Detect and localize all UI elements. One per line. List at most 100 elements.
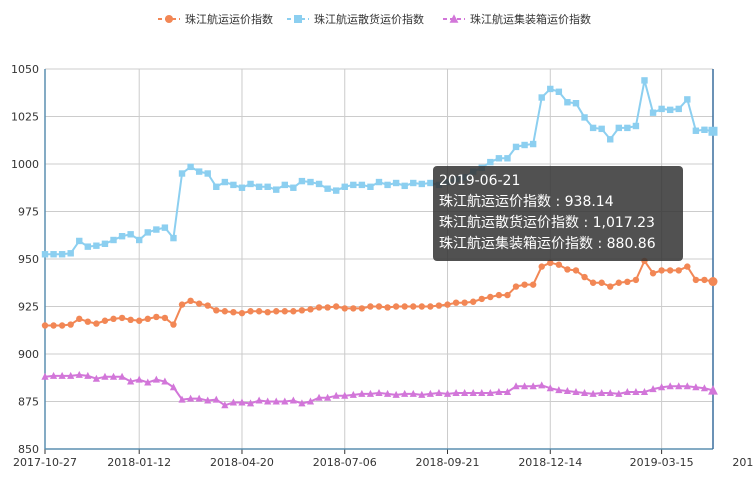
data-point (684, 263, 691, 270)
data-point (178, 395, 186, 403)
data-point (324, 393, 332, 401)
data-point (238, 398, 246, 406)
data-point (290, 308, 297, 315)
data-point (623, 388, 631, 395)
data-point (607, 283, 614, 290)
data-point (349, 390, 357, 398)
data-point (452, 388, 460, 396)
legend-label: 珠江航运集装箱运价指数 (470, 12, 591, 26)
data-point (555, 261, 563, 268)
data-point (341, 183, 348, 190)
data-point (161, 314, 169, 322)
data-point (238, 309, 246, 317)
data-point (615, 389, 623, 397)
data-point (58, 371, 66, 379)
data-point (67, 250, 74, 257)
data-point (294, 15, 302, 23)
data-point (298, 399, 306, 407)
data-point (401, 389, 409, 397)
x-tick-label: 2018-12-14 (518, 456, 582, 469)
data-point (666, 267, 674, 274)
data-point (392, 390, 400, 398)
data-point (410, 303, 417, 310)
data-point (418, 303, 426, 310)
data-point (213, 307, 220, 314)
data-point (666, 106, 674, 114)
data-point (449, 14, 459, 23)
y-tick-label: 925 (18, 301, 39, 314)
data-point (170, 234, 177, 242)
data-point (632, 276, 640, 284)
data-point (358, 305, 366, 312)
data-point (67, 371, 75, 379)
data-point (76, 237, 83, 245)
data-point (529, 140, 537, 148)
data-point (443, 389, 452, 397)
data-point (555, 88, 563, 95)
data-point (624, 124, 631, 132)
data-point (520, 382, 529, 390)
data-point (701, 276, 708, 284)
x-tick-label: 2017-10-27 (13, 456, 77, 469)
data-point (649, 109, 657, 116)
data-point (384, 304, 391, 311)
data-point (675, 382, 683, 390)
data-point (144, 315, 151, 323)
data-point (504, 155, 511, 162)
data-point (598, 279, 605, 286)
data-point (229, 398, 238, 406)
data-point (58, 322, 66, 329)
legend-label: 珠江航运运价指数 (185, 12, 273, 26)
data-point (478, 295, 485, 303)
data-point (324, 185, 331, 192)
legend-item[interactable]: 珠江航运运价指数 (158, 12, 273, 26)
data-point (332, 303, 340, 310)
data-point (700, 384, 709, 392)
data-point (84, 371, 92, 379)
data-point (504, 291, 511, 299)
legend-item[interactable]: 珠江航运散货运价指数 (287, 12, 424, 26)
data-point (495, 155, 503, 162)
legend-item[interactable]: 珠江航运集装箱运价指数 (443, 12, 591, 26)
data-point (315, 180, 323, 188)
data-point (350, 305, 357, 312)
data-point (298, 177, 306, 185)
data-point (367, 183, 374, 190)
tooltip-label: 珠江航运运价指数 (439, 194, 551, 210)
data-point (367, 303, 374, 310)
data-point (461, 299, 468, 306)
data-point (169, 383, 178, 391)
data-point (93, 320, 100, 327)
data-point (264, 309, 271, 316)
data-point (384, 181, 391, 189)
data-point (101, 317, 109, 324)
data-point (589, 124, 597, 132)
data-point (572, 388, 580, 395)
data-point (281, 181, 288, 189)
data-point (487, 293, 494, 301)
data-point (290, 184, 297, 191)
data-point (272, 397, 280, 405)
data-point (401, 182, 408, 190)
data-point (213, 183, 220, 190)
data-point (495, 291, 503, 299)
data-point (135, 375, 143, 383)
data-point (204, 396, 212, 404)
data-point (273, 186, 280, 193)
data-point (187, 163, 194, 171)
data-point (383, 389, 392, 397)
data-point (298, 307, 306, 314)
data-point (195, 300, 203, 307)
data-point (101, 372, 109, 380)
tooltip-label: 珠江航运集装箱运价指数 (439, 236, 593, 252)
data-point (444, 301, 451, 308)
legend[interactable]: 珠江航运运价指数 珠江航运散货运价指数 珠江航运集装箱运价指数 (158, 12, 591, 26)
data-point (58, 251, 66, 258)
data-point (109, 372, 118, 380)
data-point (512, 382, 520, 390)
data-point (675, 105, 682, 113)
data-point (640, 388, 649, 395)
y-tick-label: 950 (18, 253, 39, 266)
data-point (692, 127, 700, 134)
